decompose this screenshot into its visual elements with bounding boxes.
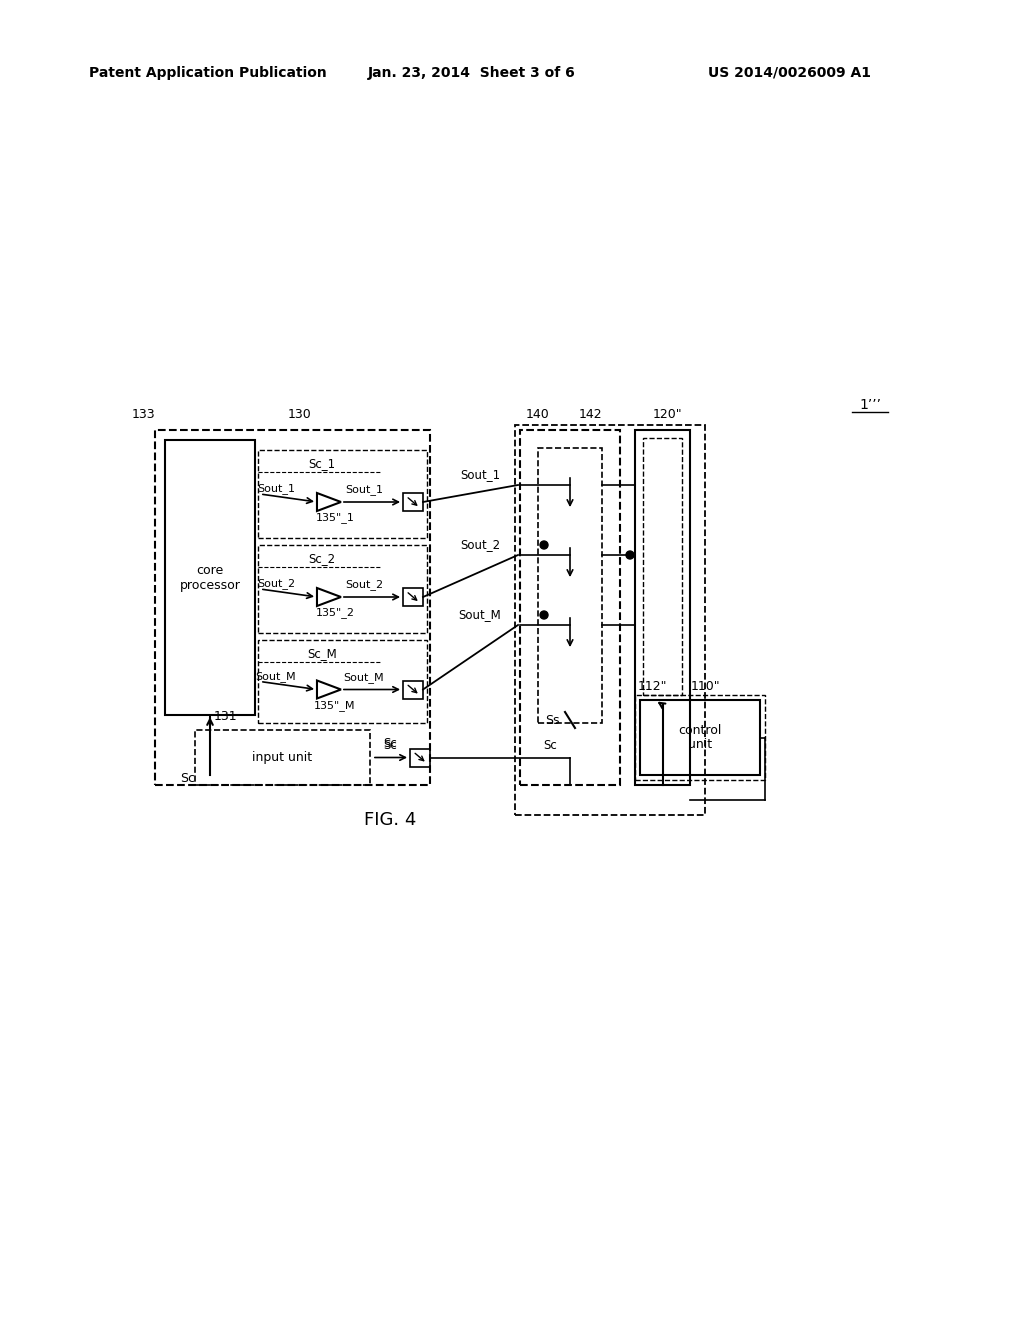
Text: US 2014/0026009 A1: US 2014/0026009 A1 — [709, 66, 871, 81]
Text: core
processor: core processor — [179, 564, 241, 591]
Text: Sout_1: Sout_1 — [460, 469, 500, 482]
Text: Sout_2: Sout_2 — [460, 539, 500, 552]
Bar — [165, 440, 255, 715]
Text: 142: 142 — [579, 408, 602, 421]
Bar — [538, 447, 602, 723]
Text: Sc_2: Sc_2 — [308, 553, 336, 565]
Bar — [258, 545, 427, 634]
Text: Sc: Sc — [543, 739, 557, 752]
Bar — [403, 587, 423, 606]
Bar — [643, 438, 682, 696]
Bar — [635, 696, 765, 780]
Text: Sc_1: Sc_1 — [308, 458, 336, 470]
Text: input unit: input unit — [253, 751, 312, 764]
Bar — [640, 700, 760, 775]
Text: FIG. 4: FIG. 4 — [364, 810, 416, 829]
Text: Sout_M: Sout_M — [459, 609, 502, 622]
Circle shape — [626, 550, 634, 558]
Text: 120": 120" — [652, 408, 682, 421]
Bar — [155, 430, 430, 785]
Text: Sc: Sc — [180, 771, 196, 784]
Text: Ss: Ss — [546, 714, 560, 726]
Text: 135"_2: 135"_2 — [315, 607, 354, 619]
Bar — [195, 730, 370, 785]
Text: Sout_1: Sout_1 — [257, 483, 295, 495]
Text: Sout_M: Sout_M — [344, 672, 384, 682]
Bar — [403, 492, 423, 511]
Text: Sout_2: Sout_2 — [345, 579, 383, 590]
Text: Sout_M: Sout_M — [256, 671, 296, 682]
Bar — [403, 681, 423, 698]
Text: Sout_1: Sout_1 — [345, 484, 383, 495]
Bar — [258, 640, 427, 723]
Text: 131: 131 — [213, 710, 237, 723]
Text: 130: 130 — [288, 408, 312, 421]
Bar — [258, 450, 427, 539]
Text: 110": 110" — [690, 680, 720, 693]
Text: Sc: Sc — [383, 739, 397, 752]
Text: Jan. 23, 2014  Sheet 3 of 6: Jan. 23, 2014 Sheet 3 of 6 — [368, 66, 575, 81]
Bar — [515, 425, 705, 814]
Text: 1’’’: 1’’’ — [859, 399, 881, 412]
Bar — [635, 430, 690, 785]
Text: Sc: Sc — [383, 737, 397, 750]
Text: 140: 140 — [526, 408, 550, 421]
Circle shape — [540, 541, 548, 549]
Circle shape — [540, 611, 548, 619]
Text: Sc_M: Sc_M — [307, 648, 337, 660]
Text: control
unit: control unit — [678, 723, 722, 751]
Text: 133: 133 — [131, 408, 155, 421]
Text: Patent Application Publication: Patent Application Publication — [89, 66, 327, 81]
Bar — [520, 430, 620, 785]
Text: 112": 112" — [637, 680, 667, 693]
Text: Sout_2: Sout_2 — [257, 578, 295, 590]
Text: 135"_1: 135"_1 — [315, 512, 354, 524]
Text: 135"_M: 135"_M — [314, 700, 355, 711]
Bar — [410, 748, 430, 767]
